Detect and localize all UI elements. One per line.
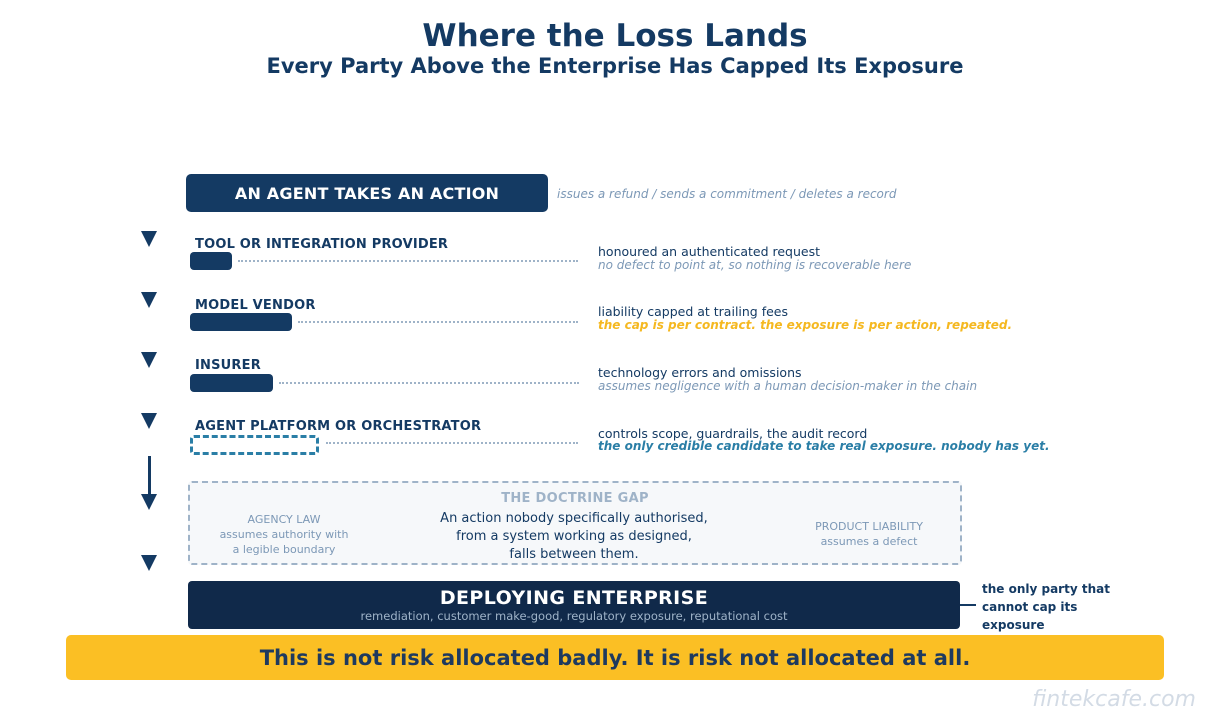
tier-desc-insurer: technology errors and omissions [598,365,802,380]
tier-note-insurer: assumes negligence with a human decision… [598,379,978,393]
tier-label-agent-platform: AGENT PLATFORM OR ORCHESTRATOR [195,419,482,434]
dotted-leader [238,260,578,262]
down-arrow-icon [141,555,157,571]
product-liability-line: assumes a defect [820,535,918,548]
deploying-enterprise-box [188,581,960,629]
enterprise-callout-line [960,604,976,606]
dotted-leader [279,382,579,384]
agency-law-line: a legible boundary [232,543,336,556]
agent-action-label: AN AGENT TAKES AN ACTION [234,183,500,203]
agent-action-examples: issues a refund / sends a commitment / d… [557,187,897,201]
tier-note-model-vendor: the cap is per contract. the exposure is… [598,318,1013,332]
dotted-leader [326,442,578,444]
exposure-bar-insurer [190,374,273,392]
enterprise-callout-line: the only party that [982,582,1110,596]
down-arrow-icon [141,352,157,368]
tier-note-agent-platform: the only credible candidate to take real… [598,439,1050,453]
gap-statement-line: from a system working as designed, [456,529,692,544]
tier-desc-model-vendor: liability capped at trailing fees [598,304,789,319]
product-liability-note: PRODUCT LIABILITY assumes a defect [790,519,948,549]
enterprise-title: DEPLOYING ENTERPRISE [439,587,709,609]
enterprise-callout: the only party that cannot cap its expos… [982,580,1142,634]
exposure-bar-tool-provider [190,252,232,270]
page-title: Where the Loss Lands [422,18,808,54]
page-subtitle: Every Party Above the Enterprise Has Cap… [266,54,964,78]
tier-note-tool-provider: no defect to point at, so nothing is rec… [598,258,912,272]
long-arrow-stem [148,456,151,496]
agency-law-heading: AGENCY LAW [247,513,321,526]
agency-law-line: assumes authority with [219,528,349,541]
tier-desc-tool-provider: honoured an authenticated request [598,244,821,259]
doctrine-gap-box [188,481,962,565]
enterprise-subtitle: remediation, customer make-good, regulat… [360,609,788,623]
down-arrow-icon [141,292,157,308]
doctrine-gap-title: THE DOCTRINE GAP [501,491,649,506]
tier-label-insurer: INSURER [195,358,261,373]
dotted-leader [298,321,578,323]
agent-action-box: AN AGENT TAKES AN ACTION [186,174,548,212]
gap-statement-line: An action nobody specifically authorised… [440,511,708,526]
enterprise-callout-line: cannot cap its [982,600,1078,614]
conclusion-banner: This is not risk allocated badly. It is … [66,635,1164,680]
watermark: fintekcafe.com [1032,687,1196,712]
tier-label-model-vendor: MODEL VENDOR [195,298,316,313]
down-arrow-icon [141,494,157,510]
exposure-bar-model-vendor [190,313,292,331]
down-arrow-icon [141,231,157,247]
exposure-bar-agent-platform [190,435,319,455]
agency-law-note: AGENCY LAW assumes authority with a legi… [205,512,363,557]
tier-label-tool-provider: TOOL OR INTEGRATION PROVIDER [195,237,449,252]
product-liability-heading: PRODUCT LIABILITY [815,520,923,533]
down-arrow-icon [141,413,157,429]
tier-desc-agent-platform: controls scope, guardrails, the audit re… [598,426,868,441]
enterprise-callout-line: exposure [982,618,1045,632]
gap-statement-line: falls between them. [509,547,639,562]
doctrine-gap-statement: An action nobody specifically authorised… [400,510,748,564]
conclusion-text: This is not risk allocated badly. It is … [259,645,971,670]
